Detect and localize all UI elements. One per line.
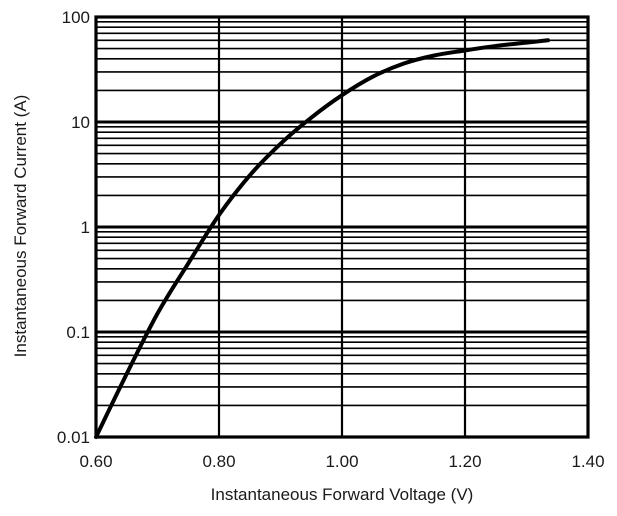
y-axis-title: Instantaneous Forward Current (A) xyxy=(11,95,30,358)
x-tick-label: 1.20 xyxy=(448,452,481,471)
series-line-0 xyxy=(94,38,551,439)
x-tick-label: 1.40 xyxy=(571,452,604,471)
plot-frame xyxy=(94,15,590,439)
x-tick-label: 0.80 xyxy=(202,452,235,471)
y-tick-label: 0.1 xyxy=(66,323,90,342)
plot-border xyxy=(94,15,590,439)
x-tick-label: 0.60 xyxy=(79,452,112,471)
y-tick-label: 100 xyxy=(62,8,90,27)
grid-layer xyxy=(94,15,590,439)
x-axis-title: Instantaneous Forward Voltage (V) xyxy=(211,485,474,504)
series-layer xyxy=(94,38,551,439)
y-tick-label: 0.01 xyxy=(57,428,90,447)
y-tick-label: 1 xyxy=(81,218,90,237)
tick-labels: 0.60 0.80 1.00 1.20 1.40 0.01 0.1 1 10 100 xyxy=(57,8,605,471)
y-tick-label: 10 xyxy=(71,113,90,132)
x-tick-label: 1.00 xyxy=(325,452,358,471)
